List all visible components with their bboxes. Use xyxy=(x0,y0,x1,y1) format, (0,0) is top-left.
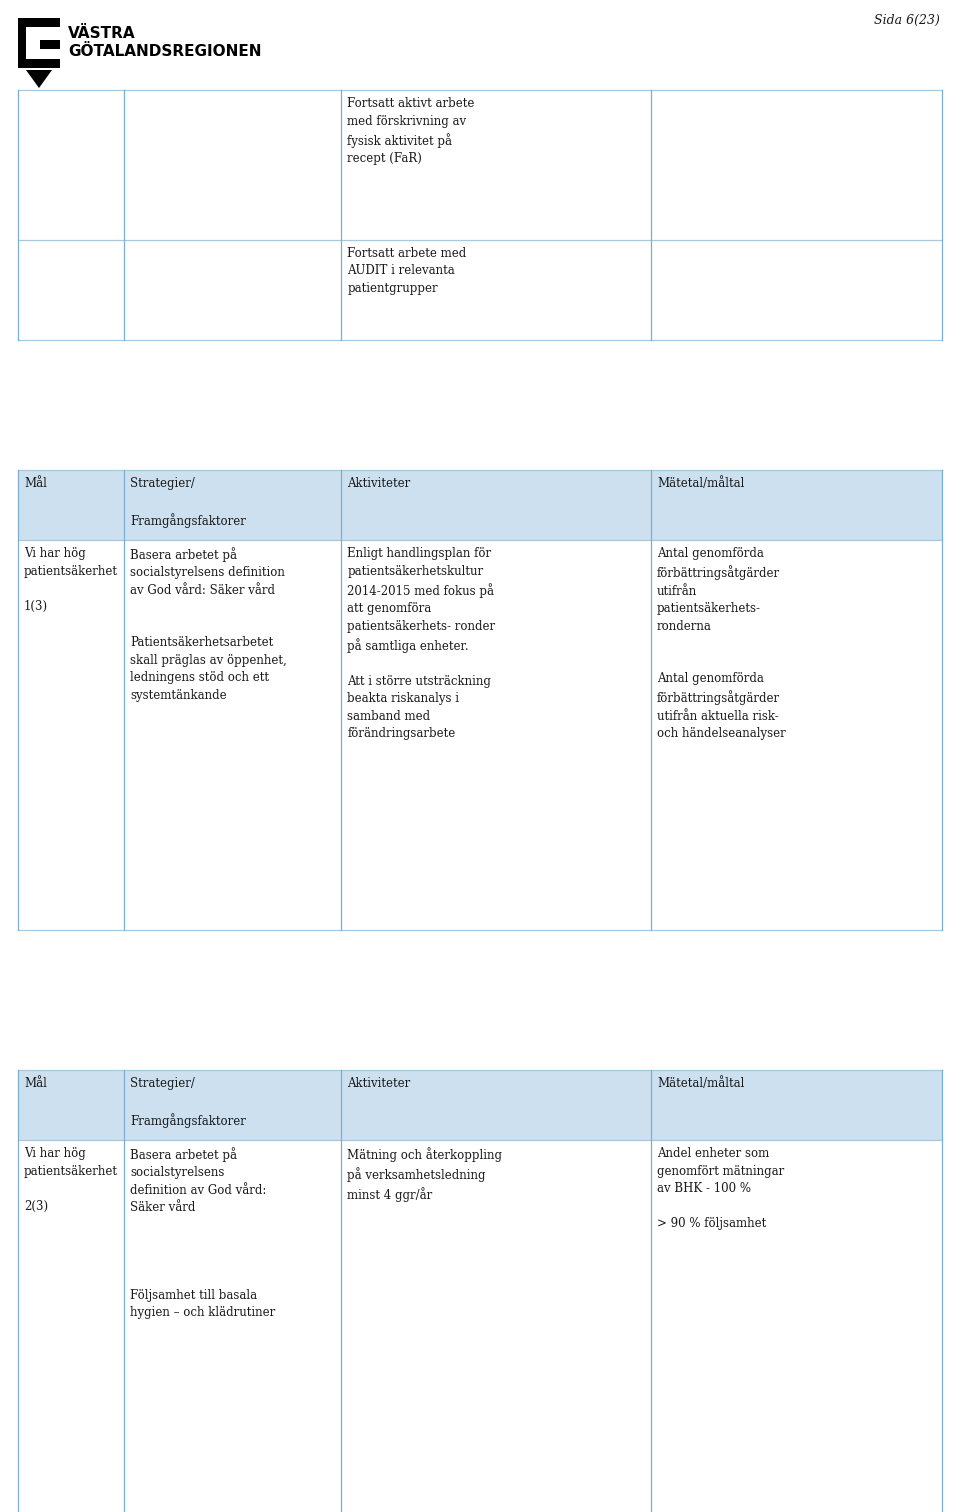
Bar xyxy=(18,18,26,68)
Text: Aktiviteter: Aktiviteter xyxy=(348,1077,411,1090)
Text: Antal genomförda
förbättringsåtgärder
utifrån
patientsäkerhets-
ronderna


Antal: Antal genomförda förbättringsåtgärder ut… xyxy=(657,547,785,741)
Text: Vi har hög
patientsäkerhet

1(3): Vi har hög patientsäkerhet 1(3) xyxy=(24,547,118,612)
Text: Enligt handlingsplan för
patientsäkerhetskultur
2014-2015 med fokus på
att genom: Enligt handlingsplan för patientsäkerhet… xyxy=(348,547,495,741)
Text: Strategier/

Framgångsfaktorer: Strategier/ Framgångsfaktorer xyxy=(131,476,246,528)
Text: Sida 6(23): Sida 6(23) xyxy=(875,14,940,27)
Bar xyxy=(18,1140,942,1512)
Polygon shape xyxy=(26,70,52,88)
Bar xyxy=(26,27,54,48)
Text: Mätning och återkoppling
på verksamhetsledning
minst 4 ggr/år: Mätning och återkoppling på verksamhetsl… xyxy=(348,1148,502,1202)
Text: Andel enheter som
genomfört mätningar
av BHK - 100 %

> 90 % följsamhet: Andel enheter som genomfört mätningar av… xyxy=(657,1148,784,1229)
Bar xyxy=(18,1070,942,1140)
Text: GÖTALANDSREGIONEN: GÖTALANDSREGIONEN xyxy=(68,44,261,59)
Text: Mål: Mål xyxy=(24,476,47,490)
Text: Aktiviteter: Aktiviteter xyxy=(348,476,411,490)
Text: Mätetal/måltal: Mätetal/måltal xyxy=(657,476,744,490)
Text: Vi har hög
patientsäkerhet

2(3): Vi har hög patientsäkerhet 2(3) xyxy=(24,1148,118,1213)
Text: Fortsatt aktivt arbete
med förskrivning av
fysisk aktivitet på
recept (FaR): Fortsatt aktivt arbete med förskrivning … xyxy=(348,97,475,165)
Text: Mätetal/måltal: Mätetal/måltal xyxy=(657,1077,744,1090)
Bar xyxy=(18,59,60,68)
Text: VÄSTRA: VÄSTRA xyxy=(68,26,135,41)
Bar xyxy=(18,540,942,930)
Bar xyxy=(40,39,60,48)
Text: Mål: Mål xyxy=(24,1077,47,1090)
Bar xyxy=(18,18,60,27)
Text: Basera arbetet på
socialstyrelsens
definition av God vård:
Säker vård




Följsa: Basera arbetet på socialstyrelsens defin… xyxy=(131,1148,276,1320)
Text: Strategier/

Framgångsfaktorer: Strategier/ Framgångsfaktorer xyxy=(131,1077,246,1128)
Bar xyxy=(18,91,942,240)
Text: Basera arbetet på
socialstyrelsens definition
av God vård: Säker vård


Patients: Basera arbetet på socialstyrelsens defin… xyxy=(131,547,287,702)
Text: Fortsatt arbete med
AUDIT i relevanta
patientgrupper: Fortsatt arbete med AUDIT i relevanta pa… xyxy=(348,246,467,295)
Bar xyxy=(18,240,942,340)
Bar xyxy=(18,470,942,540)
